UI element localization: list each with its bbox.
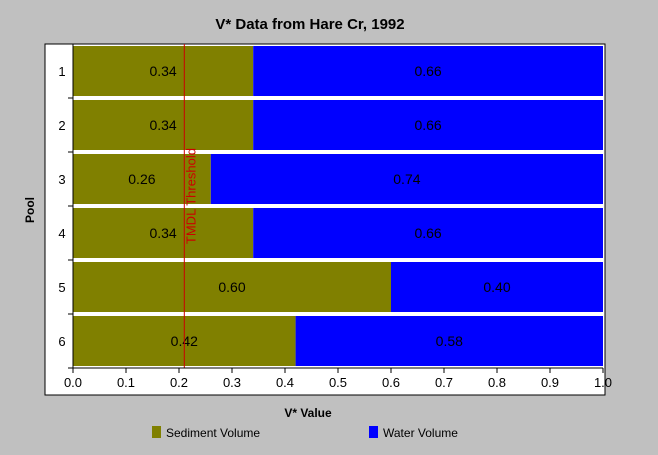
x-tick-label: 1.0: [594, 375, 612, 390]
water-bar-pool-4: [253, 208, 603, 258]
y-axis-title: Pool: [23, 197, 37, 223]
x-tick-label: 0.5: [329, 375, 347, 390]
y-tick-label-5: 5: [58, 280, 65, 295]
y-tick-label-4: 4: [58, 226, 65, 241]
water-bar-pool-2: [253, 100, 603, 150]
x-tick-label: 0.9: [541, 375, 559, 390]
x-tick-label: 0.2: [170, 375, 188, 390]
x-tick-label: 0.4: [276, 375, 294, 390]
water-label-pool-3: 0.74: [393, 171, 420, 187]
y-tick-label-6: 6: [58, 334, 65, 349]
x-tick-label: 0.1: [117, 375, 135, 390]
x-tick-label: 0.6: [382, 375, 400, 390]
x-tick-label: 0.7: [435, 375, 453, 390]
water-label-pool-1: 0.66: [414, 63, 441, 79]
sediment-legend-swatch: [152, 426, 161, 438]
bars-group: [73, 46, 604, 366]
legend: Sediment Volume Water Volume: [152, 426, 458, 440]
sediment-bar-pool-4: [73, 208, 254, 258]
water-bar-pool-3: [210, 154, 604, 204]
water-bar-pool-1: [253, 46, 603, 96]
x-tick-label: 0.3: [223, 375, 241, 390]
water-label-pool-6: 0.58: [436, 333, 463, 349]
tmdl-threshold-label: TMDL Threshold: [183, 148, 198, 244]
y-tick-label-2: 2: [58, 118, 65, 133]
water-label-pool-2: 0.66: [414, 117, 441, 133]
sediment-legend-label: Sediment Volume: [166, 426, 260, 440]
y-tick-label-3: 3: [58, 172, 65, 187]
x-axis-title: V* Value: [284, 406, 332, 420]
chart-title: V* Data from Hare Cr, 1992: [215, 16, 404, 33]
bar-labels-group: 0.34 0.66 0.34 0.66 0.26 0.74 0.34 0.66 0.60 0.40…: [128, 63, 511, 349]
sediment-bar-pool-5: [73, 262, 391, 312]
sediment-bar-pool-2: [73, 100, 254, 150]
sediment-label-pool-1: 0.34: [149, 63, 176, 79]
threshold-group: TMDL Threshold: [183, 44, 198, 368]
sediment-label-pool-2: 0.34: [149, 117, 176, 133]
sediment-bar-pool-3: [73, 154, 211, 204]
water-legend-swatch: [369, 426, 378, 438]
x-tick-label: 0.8: [488, 375, 506, 390]
water-label-pool-5: 0.40: [483, 279, 510, 295]
water-legend-label: Water Volume: [383, 426, 458, 440]
x-tick-label: 0.0: [64, 375, 82, 390]
water-label-pool-4: 0.66: [414, 225, 441, 241]
sediment-label-pool-4: 0.34: [149, 225, 176, 241]
x-axis: 0.0 0.1 0.2 0.3 0.4 0.5 0.6 0.7 0.8 0.9 1.0: [64, 367, 612, 390]
sediment-bar-pool-1: [73, 46, 254, 96]
water-bar-pool-5: [391, 262, 603, 312]
sediment-label-pool-5: 0.60: [218, 279, 245, 295]
y-tick-label-1: 1: [58, 64, 65, 79]
water-bar-pool-6: [295, 316, 603, 366]
sediment-label-pool-3: 0.26: [128, 171, 155, 187]
y-axis: 1 2 3 4 5 6: [58, 43, 74, 369]
